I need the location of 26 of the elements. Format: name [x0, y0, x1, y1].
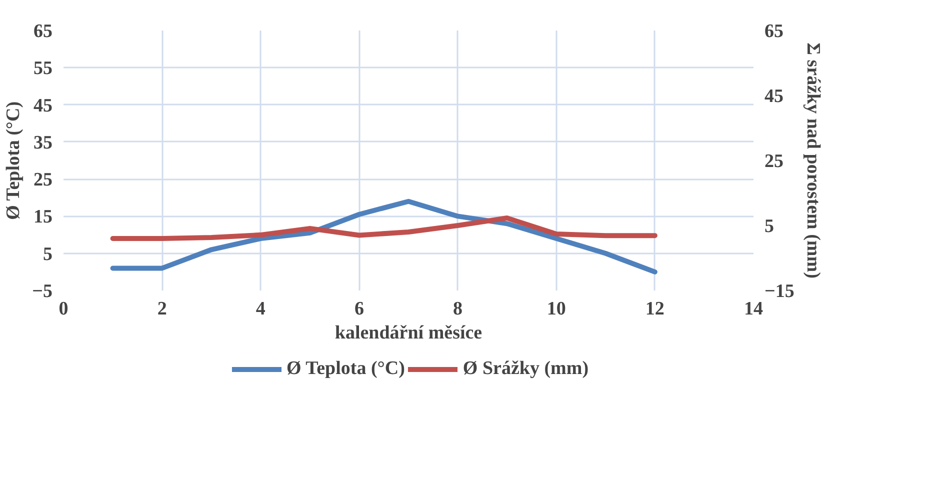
x-tick-label: 4 [256, 298, 266, 320]
x-axis-title: kalendářní měsíce [334, 322, 482, 344]
y2-tick-label: 25 [764, 151, 784, 172]
x-tick-label: 2 [157, 298, 167, 320]
y-tick-label: 5 [43, 244, 52, 265]
legend-label: Ø Teplota (°C) [286, 358, 405, 380]
x-tick-label: 8 [453, 298, 463, 320]
legend-label: Ø Srážky (mm) [462, 358, 589, 380]
y-tick-label: 15 [34, 206, 52, 228]
y-tick-label: 65 [34, 21, 52, 42]
y2-tick-label: 45 [764, 86, 784, 107]
x-tick-label: 0 [58, 298, 68, 320]
y-tick-label: 55 [34, 58, 52, 80]
y-axis-title: Ø Teplota (°C) [3, 101, 24, 220]
y2-tick-label: 65 [764, 21, 784, 42]
y-tick-label: 45 [34, 95, 52, 116]
x-tick-label: 10 [546, 298, 566, 320]
y-tick-label: −5 [32, 281, 52, 302]
x-tick-label: 6 [354, 298, 364, 320]
x-tick-label: 12 [645, 298, 664, 320]
y2-tick-label: −15 [764, 281, 794, 302]
x-tick-label: 14 [744, 298, 764, 320]
y2-tick-label: 5 [764, 216, 774, 237]
y2-axis-title: Σ srážky nad porostem (mm) [802, 42, 824, 278]
y-tick-label: 25 [34, 170, 52, 191]
y-tick-label: 35 [34, 132, 52, 154]
